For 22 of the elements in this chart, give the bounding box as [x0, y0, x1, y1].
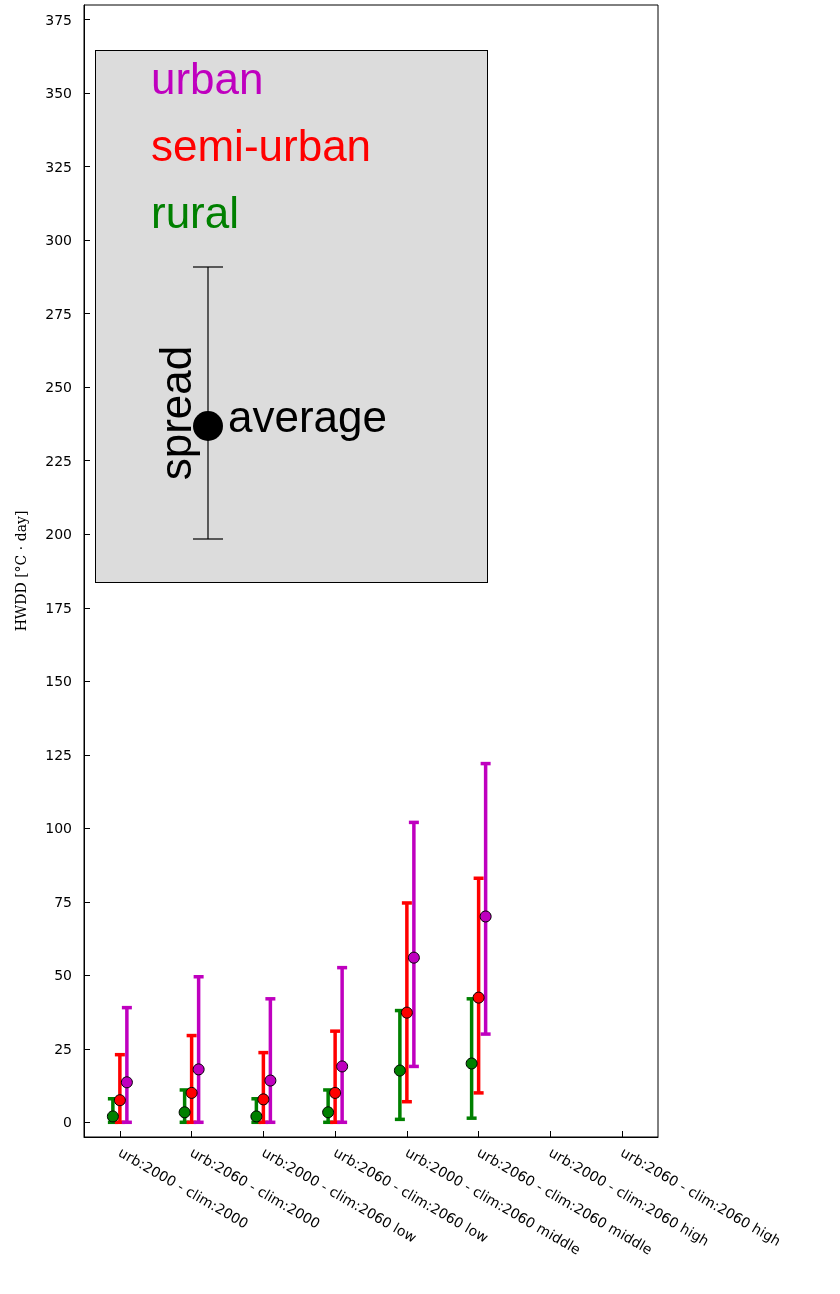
- y-tick-label: 250: [45, 379, 72, 396]
- y-axis-title: HWDD [°C · day]: [13, 510, 29, 632]
- annotation: average: [228, 392, 388, 441]
- y-tick-label: 200: [45, 526, 72, 543]
- y-tick-label: 350: [45, 85, 72, 102]
- y-tick-label: 325: [45, 158, 72, 175]
- y-tick-label: 375: [45, 11, 72, 28]
- y-tick-label: 0: [63, 1114, 72, 1131]
- text: semi-urban: [151, 121, 372, 170]
- y-tick-label: 150: [45, 673, 72, 690]
- y-tick-label: 175: [45, 599, 72, 616]
- text: urban: [151, 54, 264, 103]
- y-tick-label: 300: [45, 232, 72, 249]
- text: rural: [151, 188, 240, 237]
- y-tick-label: 75: [54, 893, 72, 910]
- y-tick-label: 50: [54, 967, 72, 984]
- y-tick-label: 275: [45, 305, 72, 322]
- annotation: spread: [151, 344, 200, 483]
- y-tick-label: 100: [45, 820, 72, 837]
- y-tick-label: 25: [54, 1040, 72, 1057]
- y-tick-label: 225: [45, 452, 72, 469]
- y-tick-label: 125: [45, 746, 72, 763]
